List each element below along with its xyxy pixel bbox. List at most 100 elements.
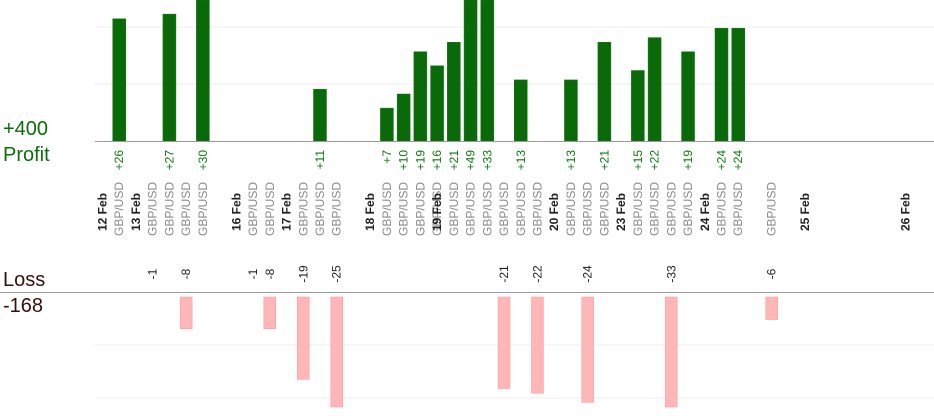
pair-label: GBP/USD <box>397 182 411 236</box>
profit-value-label: +13 <box>514 150 528 171</box>
profit-bar <box>162 13 177 142</box>
date-label: 17 Feb <box>280 193 294 231</box>
profit-value-label: +19 <box>681 150 695 171</box>
loss-value-label: -22 <box>530 265 544 283</box>
profit-bar <box>731 27 745 142</box>
labels: +26GBP/USD-1GBP/USD+27GBP/USD-8GBP/USD+3… <box>96 150 913 283</box>
date-label: 26 Feb <box>899 193 913 231</box>
profit-bar <box>564 79 578 142</box>
loss-bar <box>179 296 193 330</box>
loss-bar <box>263 296 277 330</box>
profit-value-label: +10 <box>397 150 411 171</box>
profit-bar <box>396 93 411 142</box>
pair-label: GBP/USD <box>313 182 327 236</box>
pair-label: GBP/USD <box>597 182 611 236</box>
bars <box>112 0 778 408</box>
date-label: 23 Feb <box>614 193 628 231</box>
pair-label: GBP/USD <box>464 182 478 236</box>
profit-bar <box>112 18 126 142</box>
profit-bar <box>447 42 461 142</box>
loss-value-label: -21 <box>497 265 511 283</box>
profit-value-label: +21 <box>597 150 611 171</box>
loss-bar <box>531 296 544 394</box>
pair-label: GBP/USD <box>564 182 578 236</box>
date-label: 19 Feb <box>430 193 444 231</box>
pair-label: GBP/USD <box>196 182 210 236</box>
pair-label: GBP/USD <box>715 182 729 236</box>
pair-label: GBP/USD <box>296 182 310 236</box>
profit-bar <box>480 0 495 142</box>
profit-value-label: +24 <box>715 150 729 171</box>
date-label: 12 Feb <box>96 193 110 231</box>
profit-bar <box>196 0 210 142</box>
pair-label: GBP/USD <box>731 182 745 236</box>
profit-bar <box>430 65 444 142</box>
date-label: 24 Feb <box>698 193 712 231</box>
date-label: 18 Feb <box>363 193 377 231</box>
pair-label: GBP/USD <box>765 182 779 236</box>
profit-bar <box>681 51 695 142</box>
profit-bar <box>413 51 428 142</box>
loss-value-label: -33 <box>664 265 678 283</box>
profit-value-label: +24 <box>731 150 745 171</box>
profit-value-label: +11 <box>313 150 327 170</box>
pair-label: GBP/USD <box>263 182 277 236</box>
pair-label: GBP/USD <box>681 182 695 236</box>
loss-bar <box>297 296 310 380</box>
pair-label: GBP/USD <box>480 182 494 236</box>
pair-label: GBP/USD <box>380 182 394 236</box>
profit-total-label: +400 <box>3 118 49 140</box>
axes <box>0 141 934 293</box>
loss-value-label: -24 <box>581 265 595 283</box>
pair-label: GBP/USD <box>179 182 193 236</box>
profit-bar <box>514 79 528 142</box>
profit-bar <box>597 42 612 142</box>
loss-bar <box>581 296 594 403</box>
pair-label: GBP/USD <box>648 182 662 236</box>
loss-value-label: -1 <box>146 268 160 279</box>
profit-value-label: +13 <box>564 150 578 171</box>
profit-value-label: +15 <box>631 150 645 171</box>
pair-label: GBP/USD <box>413 182 427 236</box>
loss-value-label: -19 <box>296 265 310 283</box>
pair-label: GBP/USD <box>330 182 344 236</box>
pair-label: GBP/USD <box>162 182 176 236</box>
loss-value-label: -1 <box>246 268 260 279</box>
loss-label: Loss <box>3 269 46 291</box>
profit-value-label: +21 <box>447 150 461 171</box>
loss-bar <box>665 296 678 408</box>
loss-total-label: -168 <box>3 295 44 317</box>
pair-label: GBP/USD <box>497 182 511 236</box>
loss-value-label: -8 <box>179 268 193 279</box>
pair-label: GBP/USD <box>581 182 595 236</box>
loss-value-label: -6 <box>765 268 779 279</box>
pair-label: GBP/USD <box>631 182 645 236</box>
gridlines <box>95 26 934 399</box>
loss-value-label: -25 <box>330 265 344 283</box>
profit-bar <box>647 37 662 142</box>
pair-label: GBP/USD <box>664 182 678 236</box>
pair-label: GBP/USD <box>447 182 461 236</box>
loss-bar <box>497 296 511 389</box>
pair-label: GBP/USD <box>112 182 126 236</box>
profit-value-label: +30 <box>196 150 210 171</box>
loss-bar <box>330 296 343 408</box>
date-label: 16 Feb <box>229 193 243 231</box>
profit-value-label: +22 <box>648 150 662 171</box>
profit-value-label: +26 <box>112 150 126 171</box>
profit-bar <box>631 70 645 142</box>
profit-value-label: +16 <box>430 150 444 171</box>
profit-value-label: +49 <box>464 150 478 171</box>
profit-value-label: +7 <box>380 150 394 164</box>
pair-label: GBP/USD <box>514 182 528 236</box>
profit-value-label: +27 <box>162 150 176 171</box>
profit-label: Profit <box>3 144 50 166</box>
pair-label: GBP/USD <box>146 182 160 236</box>
pair-label: GBP/USD <box>530 182 544 236</box>
pair-label: GBP/USD <box>246 182 260 236</box>
loss-value-label: -8 <box>263 268 277 279</box>
loss-bar <box>765 296 778 320</box>
profit-bar <box>313 89 327 142</box>
profit-bar <box>380 107 394 142</box>
